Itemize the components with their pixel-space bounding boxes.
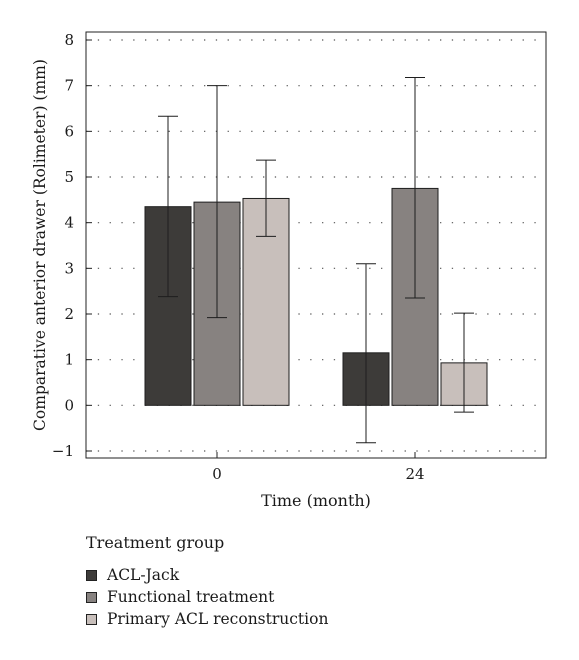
x-axis: 0 24 (212, 452, 425, 483)
y-tick-label: 7 (64, 77, 74, 95)
y-tick-label: 5 (64, 168, 74, 186)
y-tick-label: 4 (64, 214, 74, 232)
x-tick-label: 0 (212, 465, 222, 483)
y-tick-label: 8 (64, 31, 74, 49)
legend-item: ACL-Jack (86, 564, 328, 586)
legend-items: ACL-Jack Functional treatment Primary ACL … (86, 564, 328, 630)
x-axis-label: Time (month) (261, 491, 371, 510)
legend-swatch (86, 569, 97, 581)
legend-title: Treatment group (86, 533, 225, 552)
bar-chart: −1 0 1 2 3 4 5 6 7 8 0 24 Comparative anterior dra… (31, 31, 547, 510)
y-tick-label: 6 (64, 122, 74, 140)
y-tick-label: 2 (64, 305, 74, 323)
plot-frame (85, 31, 547, 459)
y-tick-label: 0 (64, 396, 74, 414)
legend-label: ACL-Jack (107, 566, 180, 584)
y-tick-label: −1 (52, 442, 74, 460)
legend-label: Primary ACL reconstruction (107, 610, 329, 628)
bars (144, 187, 488, 406)
error-bars (158, 76, 474, 444)
y-axis: −1 0 1 2 3 4 5 6 7 8 (52, 31, 92, 460)
y-tick-label: 1 (64, 351, 74, 369)
legend: Treatment group ACL-Jack Functional treat… (86, 533, 328, 630)
x-tick-label: 24 (405, 465, 424, 483)
legend-item: Functional treatment (86, 586, 328, 608)
legend-label: Functional treatment (107, 588, 275, 606)
legend-swatch (86, 591, 97, 603)
legend-item: Primary ACL reconstruction (86, 608, 328, 630)
y-tick-label: 3 (64, 259, 74, 277)
legend-swatch (86, 613, 97, 625)
y-axis-label: Comparative anterior drawer (Rolimeter) … (31, 59, 49, 431)
